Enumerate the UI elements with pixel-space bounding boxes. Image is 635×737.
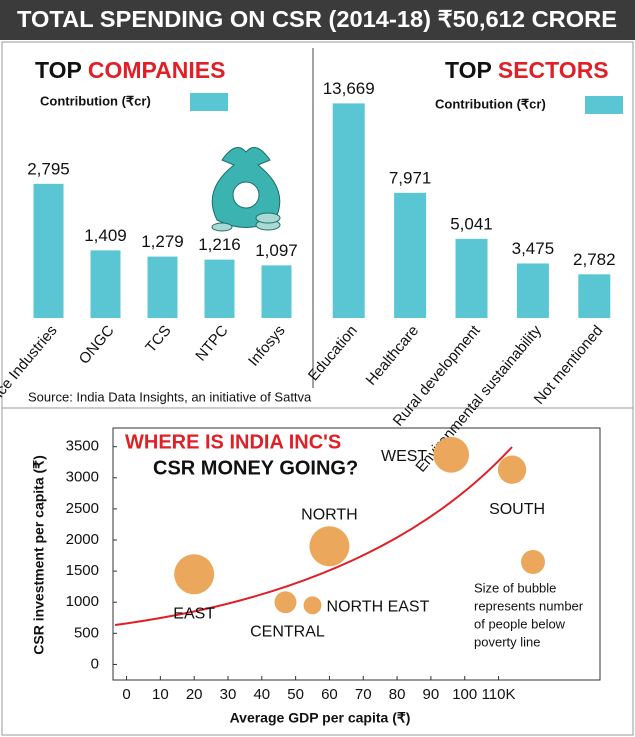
plot-frame (112, 427, 601, 681)
chart-title: TOP SECTORS (445, 57, 609, 83)
point-label: SOUTH (489, 501, 545, 518)
bar (204, 259, 235, 318)
y-axis-label: CSR investment per capita (₹) (31, 455, 47, 655)
bar (578, 274, 611, 318)
source: Source: India Data Insights, an initiati… (28, 389, 312, 404)
money-bag-icon (211, 147, 281, 232)
x-tick-label: 10 (152, 686, 169, 703)
category-label: Healthcare (363, 322, 423, 389)
y-tick-label: 2000 (66, 531, 99, 548)
x-tick-label: 30 (220, 686, 237, 703)
category-label: Infosys (245, 322, 289, 369)
chart-title: CSR MONEY GOING? (153, 457, 358, 479)
y-tick-label: 2500 (66, 500, 99, 517)
y-tick-label: 0 (91, 655, 99, 672)
legend-swatch (190, 93, 228, 111)
bar (394, 192, 427, 318)
x-tick-label: 80 (389, 686, 406, 703)
bubble (303, 596, 322, 615)
title-part: TOP (35, 57, 82, 83)
x-axis-label: Average GDP per capita (₹) (230, 710, 411, 726)
legend-swatch (585, 96, 623, 114)
y-tick-label: 1000 (66, 593, 99, 610)
title-part: COMPANIES (88, 57, 226, 83)
legend-label: Contribution (₹cr) (435, 96, 546, 111)
category-label: TCS (142, 322, 174, 356)
point-label: CENTRAL (250, 623, 325, 640)
x-tick-label: 70 (355, 686, 372, 703)
header-bar (0, 0, 635, 40)
value-label: 1,097 (255, 241, 298, 260)
bar (455, 238, 488, 318)
x-tick-label: 40 (253, 686, 270, 703)
chart-title: WHERE IS INDIA INC'S (125, 431, 341, 453)
y-tick-label: 500 (74, 624, 99, 641)
y-tick-label: 3500 (66, 438, 99, 455)
bubble (274, 591, 297, 614)
y-tick-label: 1500 (66, 562, 99, 579)
y-tick-label: 3000 (66, 469, 99, 486)
value-label: 1,279 (141, 232, 184, 251)
x-tick-label: 110K (482, 686, 516, 703)
bubble (174, 554, 215, 595)
value-label: 2,795 (27, 159, 70, 178)
point-label: NORTH EAST (327, 599, 430, 616)
size-note: Size of bubble (474, 580, 556, 595)
value-label: 1,409 (84, 226, 127, 245)
x-tick-label: 100 (452, 686, 477, 703)
frame (1, 41, 634, 736)
category-label: Environmental sustainability (412, 322, 545, 476)
bar (261, 265, 292, 318)
x-tick-label: 0 (122, 686, 130, 703)
title-part: TOP (445, 57, 492, 83)
legend-bubble (521, 550, 545, 574)
bar (90, 250, 121, 318)
value-label: 7,971 (389, 168, 432, 187)
x-tick-label: 60 (321, 686, 338, 703)
category-label: ONGC (76, 322, 118, 368)
size-note: represents number (474, 598, 584, 613)
bar (147, 256, 178, 318)
x-tick-label: 20 (186, 686, 203, 703)
bubble (309, 526, 350, 567)
bubble (433, 436, 470, 473)
size-note: poverty line (474, 634, 540, 649)
header-title: TOTAL SPENDING ON CSR (2014-18) ₹50,612 … (17, 6, 617, 32)
bar (332, 103, 365, 318)
value-label: 2,782 (573, 250, 616, 269)
bar (33, 183, 64, 318)
value-label: 3,475 (512, 239, 555, 258)
chart-title: TOP COMPANIES (35, 57, 225, 83)
x-tick-label: 90 (423, 686, 440, 703)
x-tick-label: 50 (287, 686, 304, 703)
bar (516, 263, 549, 318)
point-label: WEST (381, 448, 427, 465)
legend-label: Contribution (₹cr) (40, 93, 151, 108)
value-label: 13,669 (323, 79, 375, 98)
point-label: NORTH (301, 506, 358, 523)
trend-curve (114, 446, 513, 626)
category-label: NTPC (192, 322, 231, 364)
point-label: EAST (173, 605, 215, 622)
bubble (497, 455, 527, 484)
category-label: Reliance Industries (0, 322, 61, 431)
size-note: of people below (474, 616, 566, 631)
value-label: 1,216 (198, 235, 241, 254)
value-label: 5,041 (450, 214, 493, 233)
title-part: SECTORS (498, 57, 609, 83)
